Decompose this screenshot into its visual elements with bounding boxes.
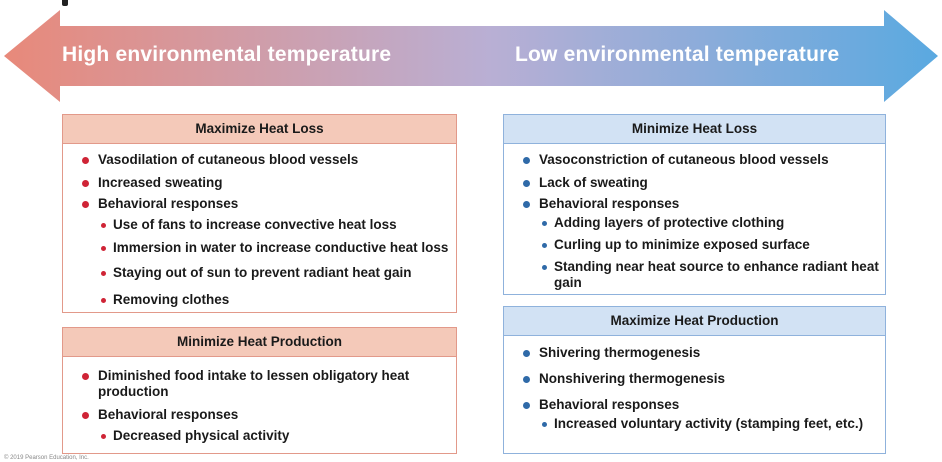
minimize-heat-production-title: Minimize Heat Production [63, 328, 456, 357]
maximize-heat-loss-title: Maximize Heat Loss [63, 115, 456, 144]
bullet-icon [82, 180, 89, 187]
double-arrow-graphic [4, 10, 938, 102]
sub-list-item: Decreased physical activity [101, 428, 443, 444]
sub-list-item: Immersion in water to increase conductiv… [101, 240, 455, 256]
minimize-heat-loss-box: Minimize Heat Loss Vasoconstriction of c… [503, 114, 886, 295]
minimize-heat-loss-title: Minimize Heat Loss [504, 115, 885, 144]
maximize-heat-production-title: Maximize Heat Production [504, 307, 885, 336]
list-item: Lack of sweating [523, 175, 879, 191]
bullet-icon [523, 180, 530, 187]
sub-list-item: Staying out of sun to prevent radiant he… [101, 265, 455, 281]
temperature-arrow: High environmental temperature Low envir… [0, 10, 942, 102]
bullet-icon [542, 265, 547, 270]
bullet-icon [542, 243, 547, 248]
low-temperature-label: Low environmental temperature [515, 43, 840, 66]
bullet-icon [101, 246, 106, 251]
list-item: Increased sweating [82, 175, 448, 191]
bullet-icon [523, 157, 530, 164]
maximize-heat-production-box: Maximize Heat Production Shivering therm… [503, 306, 886, 454]
bullet-icon [82, 201, 89, 208]
list-item: Behavioral responses [82, 196, 448, 212]
copyright-notice: © 2019 Pearson Education, Inc. [4, 455, 89, 461]
list-item: Nonshivering thermogenesis [523, 371, 879, 387]
sub-list-item: Standing near heat source to enhance rad… [542, 259, 879, 291]
bullet-icon [101, 298, 106, 303]
bullet-icon [523, 376, 530, 383]
sub-list-item: Adding layers of protective clothing [542, 215, 879, 231]
sub-list-item: Increased voluntary activity (stamping f… [542, 416, 882, 432]
bullet-icon [101, 271, 106, 276]
bullet-icon [82, 373, 89, 380]
top-title-fragment [0, 0, 942, 8]
list-item: Behavioral responses [523, 397, 879, 413]
list-item: Behavioral responses [523, 196, 879, 212]
bullet-icon [82, 412, 89, 419]
sub-list-item: Use of fans to increase convective heat … [101, 217, 455, 233]
list-item: Behavioral responses [82, 407, 448, 423]
bullet-icon [523, 201, 530, 208]
bullet-icon [542, 422, 547, 427]
maximize-heat-loss-box: Maximize Heat Loss Vasodilation of cutan… [62, 114, 457, 313]
sub-list-item: Removing clothes [101, 292, 455, 308]
list-item: Vasodilation of cutaneous blood vessels [82, 152, 448, 168]
bullet-icon [101, 434, 106, 439]
bullet-icon [523, 402, 530, 409]
bullet-icon [523, 350, 530, 357]
minimize-heat-production-box: Minimize Heat Production Diminished food… [62, 327, 457, 454]
list-item: Vasoconstriction of cutaneous blood vess… [523, 152, 879, 168]
list-item: Shivering thermogenesis [523, 345, 879, 361]
list-item: Diminished food intake to lessen obligat… [82, 368, 428, 400]
bullet-icon [542, 221, 547, 226]
sub-list-item: Curling up to minimize exposed surface [542, 237, 879, 253]
bullet-icon [82, 157, 89, 164]
high-temperature-label: High environmental temperature [62, 43, 392, 66]
bullet-icon [101, 223, 106, 228]
